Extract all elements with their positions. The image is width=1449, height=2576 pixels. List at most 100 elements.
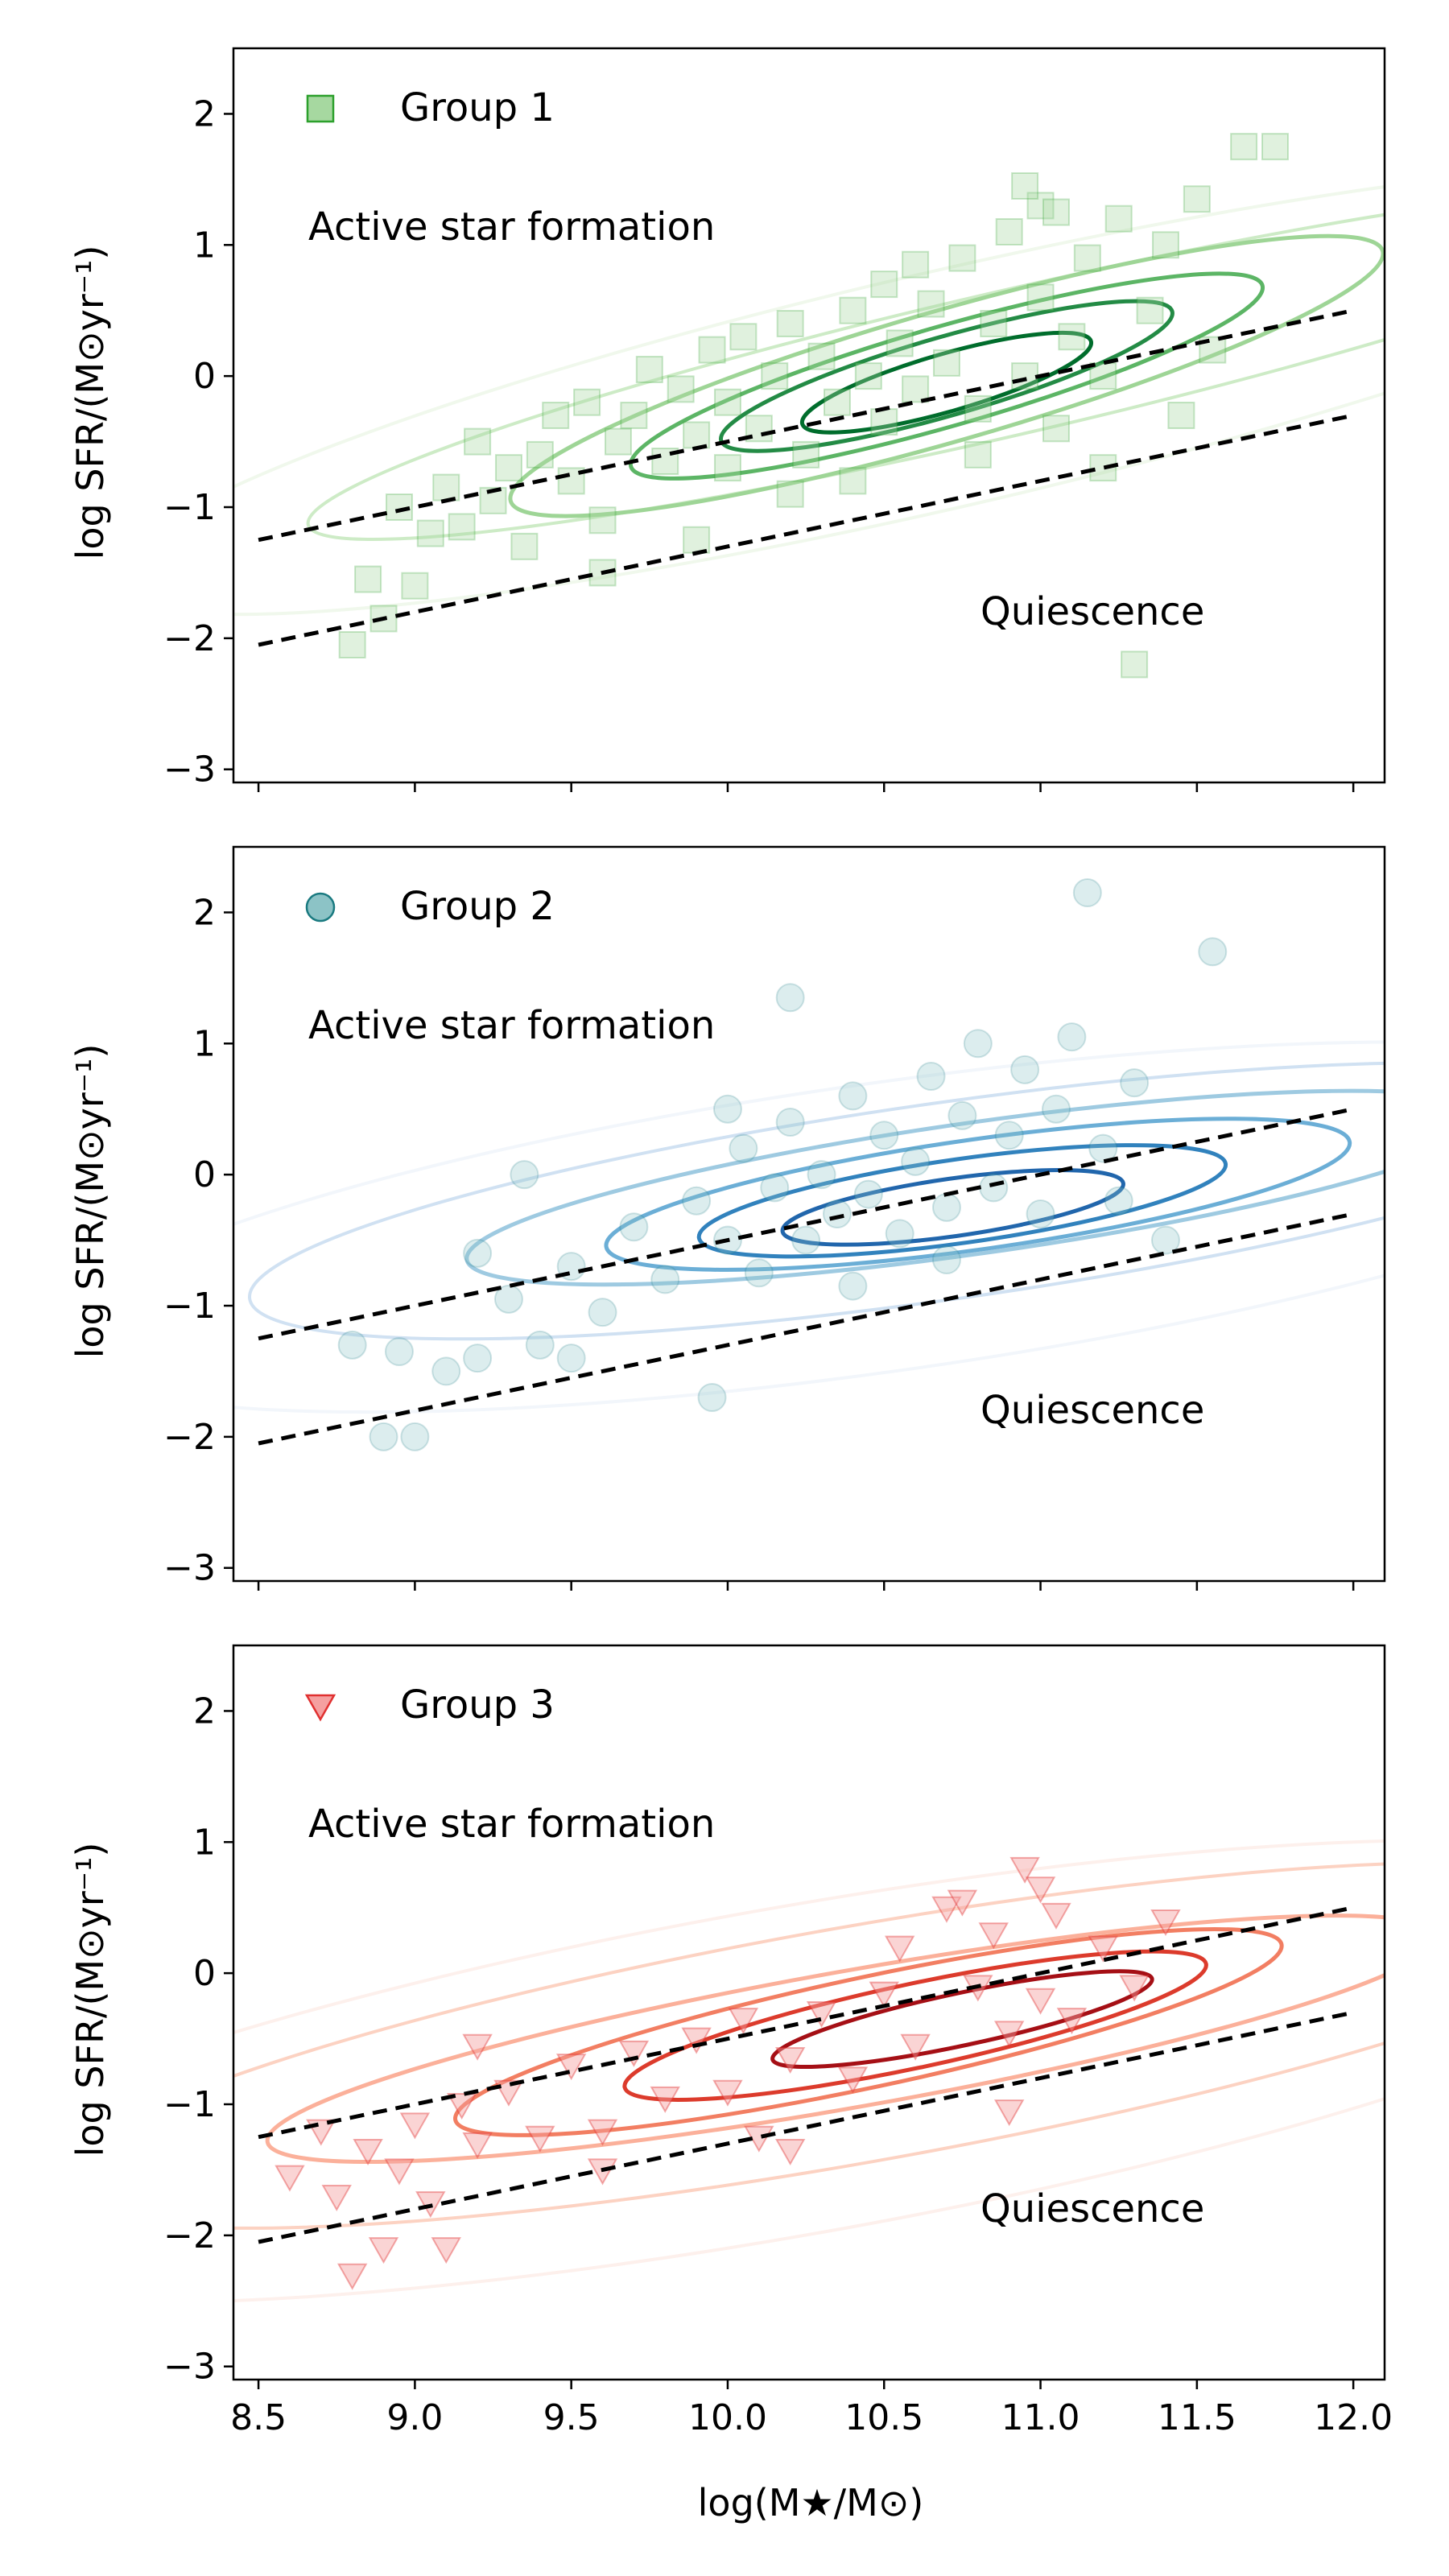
data-point bbox=[729, 1133, 758, 1163]
y-tick-label: 2 bbox=[193, 1690, 216, 1732]
contour-line bbox=[622, 1949, 1208, 2102]
x-tick-label: 9.5 bbox=[543, 2397, 600, 2438]
data-point bbox=[964, 440, 992, 469]
data-point bbox=[1261, 133, 1289, 161]
data-point bbox=[774, 2047, 806, 2074]
legend-label-group1: Group 1 bbox=[400, 85, 555, 130]
data-point bbox=[791, 1225, 821, 1255]
y-axis-label-middle: log SFR/(M⊙yr⁻¹) bbox=[68, 1044, 112, 1359]
legend-label-group2: Group 2 bbox=[400, 884, 555, 929]
data-point bbox=[1151, 231, 1179, 259]
y-tick-label: −1 bbox=[163, 2084, 216, 2125]
legend-marker bbox=[305, 892, 336, 923]
plot-area bbox=[233, 133, 1385, 679]
data-point bbox=[681, 2027, 712, 2054]
data-point bbox=[1198, 937, 1228, 967]
data-point bbox=[869, 1981, 899, 2008]
axes-frame bbox=[232, 47, 1386, 784]
annot-active-top: Active star formation bbox=[308, 204, 715, 250]
y-tick-label: −2 bbox=[163, 1417, 216, 1458]
data-point bbox=[947, 1100, 977, 1130]
data-point bbox=[775, 983, 805, 1013]
data-point bbox=[776, 310, 804, 337]
data-point bbox=[901, 1146, 931, 1176]
data-point bbox=[321, 2185, 352, 2212]
data-point bbox=[1026, 192, 1055, 220]
legend-label-group3: Group 3 bbox=[400, 1682, 555, 1728]
data-point bbox=[697, 1383, 727, 1412]
data-point bbox=[1136, 296, 1164, 324]
data-point bbox=[555, 2054, 587, 2081]
data-point bbox=[510, 1160, 539, 1190]
y-axis-label-top: log SFR/(M⊙yr⁻¹) bbox=[68, 246, 112, 560]
data-point bbox=[932, 349, 960, 377]
x-tick-label: 9.0 bbox=[386, 2397, 443, 2438]
data-point bbox=[399, 2112, 431, 2140]
contour-line bbox=[233, 1040, 1385, 1414]
data-point bbox=[993, 2099, 1025, 2127]
data-point bbox=[884, 1935, 915, 1963]
data-point bbox=[728, 2008, 759, 2035]
data-point bbox=[588, 1298, 617, 1327]
data-point bbox=[1089, 362, 1117, 390]
data-point bbox=[1183, 185, 1211, 213]
data-point bbox=[1121, 650, 1149, 679]
contour-line bbox=[508, 233, 1385, 518]
data-point bbox=[760, 1173, 790, 1203]
data-point bbox=[1026, 283, 1055, 312]
data-point bbox=[869, 1121, 899, 1150]
data-point bbox=[1150, 1909, 1181, 1937]
data-point bbox=[948, 244, 976, 272]
data-point bbox=[431, 2237, 461, 2264]
data-point bbox=[384, 1337, 414, 1366]
data-point bbox=[573, 388, 601, 416]
x-tick-label: 8.5 bbox=[230, 2397, 287, 2438]
data-point bbox=[416, 519, 444, 547]
y-tick-label: −2 bbox=[163, 618, 216, 659]
contour-line bbox=[719, 299, 1174, 453]
data-point bbox=[995, 218, 1023, 246]
y-tick-label: −1 bbox=[163, 1286, 216, 1327]
data-point bbox=[1057, 1022, 1087, 1052]
data-point bbox=[682, 1186, 712, 1216]
data-point bbox=[839, 296, 867, 324]
plot-area bbox=[233, 1838, 1385, 2305]
contour-line bbox=[233, 1860, 1385, 2230]
plot-area bbox=[233, 878, 1385, 1451]
x-tick-label: 12.0 bbox=[1314, 2397, 1393, 2438]
contour-line bbox=[306, 184, 1385, 542]
y-tick-label: −2 bbox=[163, 2215, 216, 2256]
data-point bbox=[1056, 2008, 1088, 2035]
contour-line bbox=[265, 1913, 1385, 2165]
panel-top: −3 −2 −1 0 1 2 bbox=[163, 47, 1386, 792]
annot-quiescence-top: Quiescence bbox=[980, 589, 1204, 634]
y-tick-label: −1 bbox=[163, 487, 216, 528]
data-point bbox=[354, 565, 382, 593]
x-tick-label: 11.5 bbox=[1158, 2397, 1236, 2438]
data-point bbox=[587, 2119, 618, 2146]
data-point bbox=[964, 394, 992, 423]
data-point bbox=[713, 454, 741, 482]
data-point bbox=[931, 1245, 961, 1274]
data-point bbox=[432, 473, 460, 502]
data-point bbox=[618, 2040, 650, 2067]
y-tick-label: −3 bbox=[163, 749, 216, 791]
data-point bbox=[1041, 1094, 1071, 1124]
data-point bbox=[822, 1199, 852, 1228]
y-tick-label: 2 bbox=[193, 892, 216, 933]
data-point bbox=[510, 532, 539, 560]
data-point bbox=[1119, 1975, 1150, 2002]
annot-quiescence-middle: Quiescence bbox=[980, 1388, 1204, 1433]
x-tick-label: 11.0 bbox=[1001, 2397, 1080, 2438]
data-point bbox=[275, 2165, 305, 2192]
y-tick-label: −3 bbox=[163, 2347, 216, 2388]
contour-line bbox=[247, 1061, 1385, 1341]
data-point bbox=[1011, 172, 1039, 200]
y-tick-label: −3 bbox=[163, 1548, 216, 1589]
contour-line bbox=[799, 330, 1094, 435]
data-point bbox=[870, 408, 898, 436]
data-point bbox=[1058, 323, 1086, 351]
data-point bbox=[838, 1271, 868, 1301]
data-point bbox=[744, 1258, 774, 1288]
contour-line bbox=[604, 1117, 1352, 1272]
